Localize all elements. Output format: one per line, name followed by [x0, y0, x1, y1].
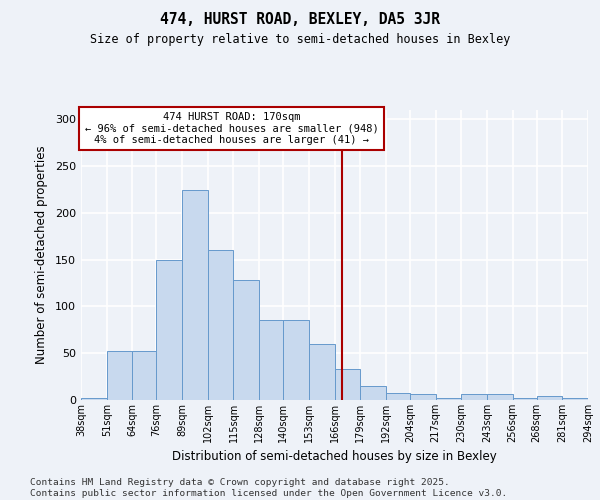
Text: 474, HURST ROAD, BEXLEY, DA5 3JR: 474, HURST ROAD, BEXLEY, DA5 3JR: [160, 12, 440, 28]
Bar: [208, 250, 233, 400]
Bar: [513, 398, 536, 400]
Bar: [536, 396, 562, 400]
Bar: [259, 320, 283, 400]
Bar: [182, 190, 208, 400]
Bar: [386, 392, 410, 400]
X-axis label: Distribution of semi-detached houses by size in Bexley: Distribution of semi-detached houses by …: [172, 450, 497, 464]
Bar: [81, 398, 107, 400]
Bar: [436, 398, 461, 400]
Text: 474 HURST ROAD: 170sqm
← 96% of semi-detached houses are smaller (948)
4% of sem: 474 HURST ROAD: 170sqm ← 96% of semi-det…: [85, 112, 379, 145]
Bar: [487, 394, 513, 400]
Bar: [360, 386, 386, 400]
Text: Size of property relative to semi-detached houses in Bexley: Size of property relative to semi-detach…: [90, 32, 510, 46]
Bar: [335, 369, 360, 400]
Text: Contains HM Land Registry data © Crown copyright and database right 2025.
Contai: Contains HM Land Registry data © Crown c…: [30, 478, 507, 498]
Bar: [461, 394, 487, 400]
Bar: [410, 394, 436, 400]
Bar: [133, 352, 156, 400]
Bar: [283, 320, 309, 400]
Bar: [233, 280, 259, 400]
Bar: [107, 352, 133, 400]
Y-axis label: Number of semi-detached properties: Number of semi-detached properties: [35, 146, 48, 364]
Bar: [309, 344, 335, 400]
Bar: [156, 260, 182, 400]
Bar: [562, 398, 588, 400]
